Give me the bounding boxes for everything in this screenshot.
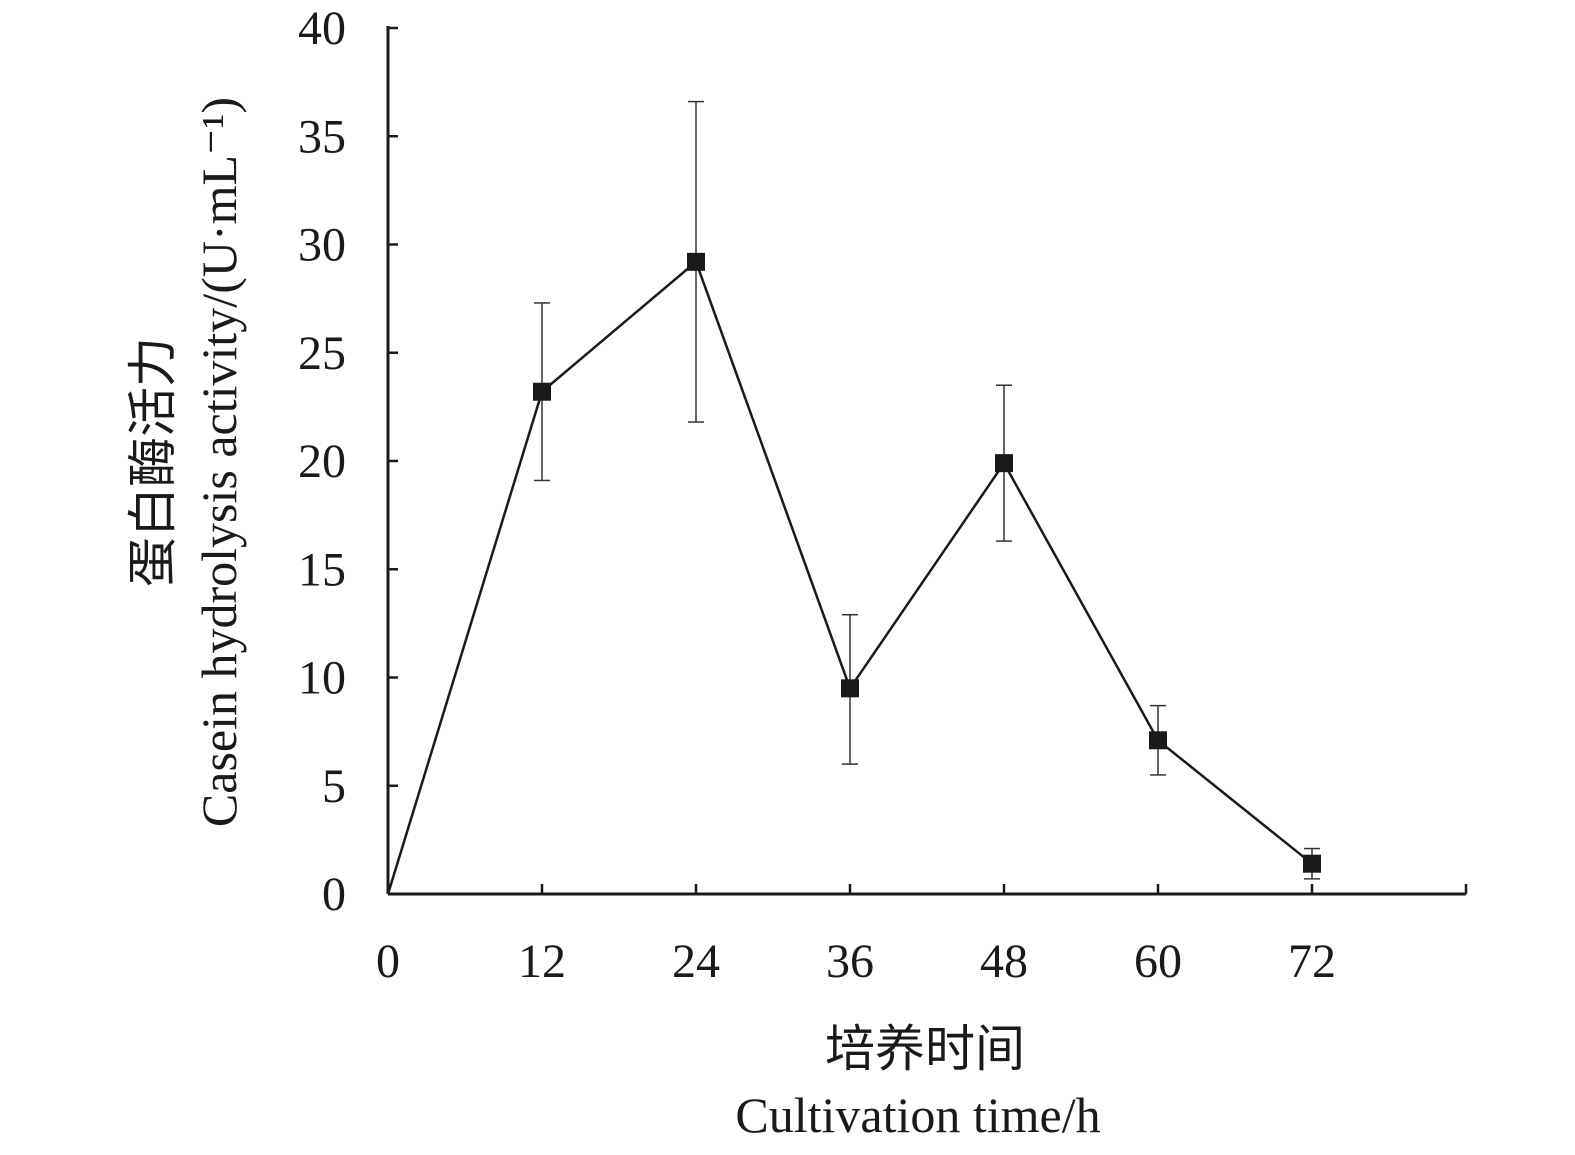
y-ticks: 0 5 10 15 20 25 30 35 40 [298, 2, 398, 921]
data-point [841, 679, 859, 698]
x-ticks: 0 12 24 36 48 60 72 [376, 884, 1468, 988]
y-tick-label: 15 [298, 543, 346, 596]
x-axis-title-en: Cultivation time/h [735, 1087, 1100, 1143]
data-point [533, 382, 551, 401]
y-tick-label: 30 [298, 219, 346, 272]
x-tick-label: 24 [672, 935, 720, 988]
axes [386, 26, 1466, 896]
y-tick-label: 40 [298, 2, 346, 55]
x-tick-label: 0 [376, 935, 400, 988]
data-point [1149, 731, 1167, 750]
x-tick-label: 12 [518, 935, 566, 988]
y-tick-label: 35 [298, 110, 346, 163]
x-tick-label: 36 [826, 935, 874, 988]
y-tick-label: 25 [298, 327, 346, 380]
x-tick-label: 60 [1134, 935, 1182, 988]
series-line [386, 259, 1313, 895]
series-layer [386, 100, 1321, 895]
y-tick-label: 10 [298, 652, 346, 705]
y-tick-label: 0 [322, 868, 346, 921]
x-tick-label: 48 [980, 935, 1028, 988]
y-axis-title-en: Casein hydrolysis activity/(U·mL⁻¹) [191, 97, 247, 827]
x-axis-title-cn: 培养时间 [825, 1021, 1025, 1077]
data-point [1303, 854, 1321, 873]
data-point [995, 454, 1013, 473]
y-tick-label: 5 [322, 760, 346, 813]
y-axis-title-cn: 蛋白酶活力 [125, 337, 181, 587]
x-tick-label: 72 [1288, 935, 1336, 988]
data-point [687, 252, 705, 271]
y-tick-label: 20 [298, 435, 346, 488]
